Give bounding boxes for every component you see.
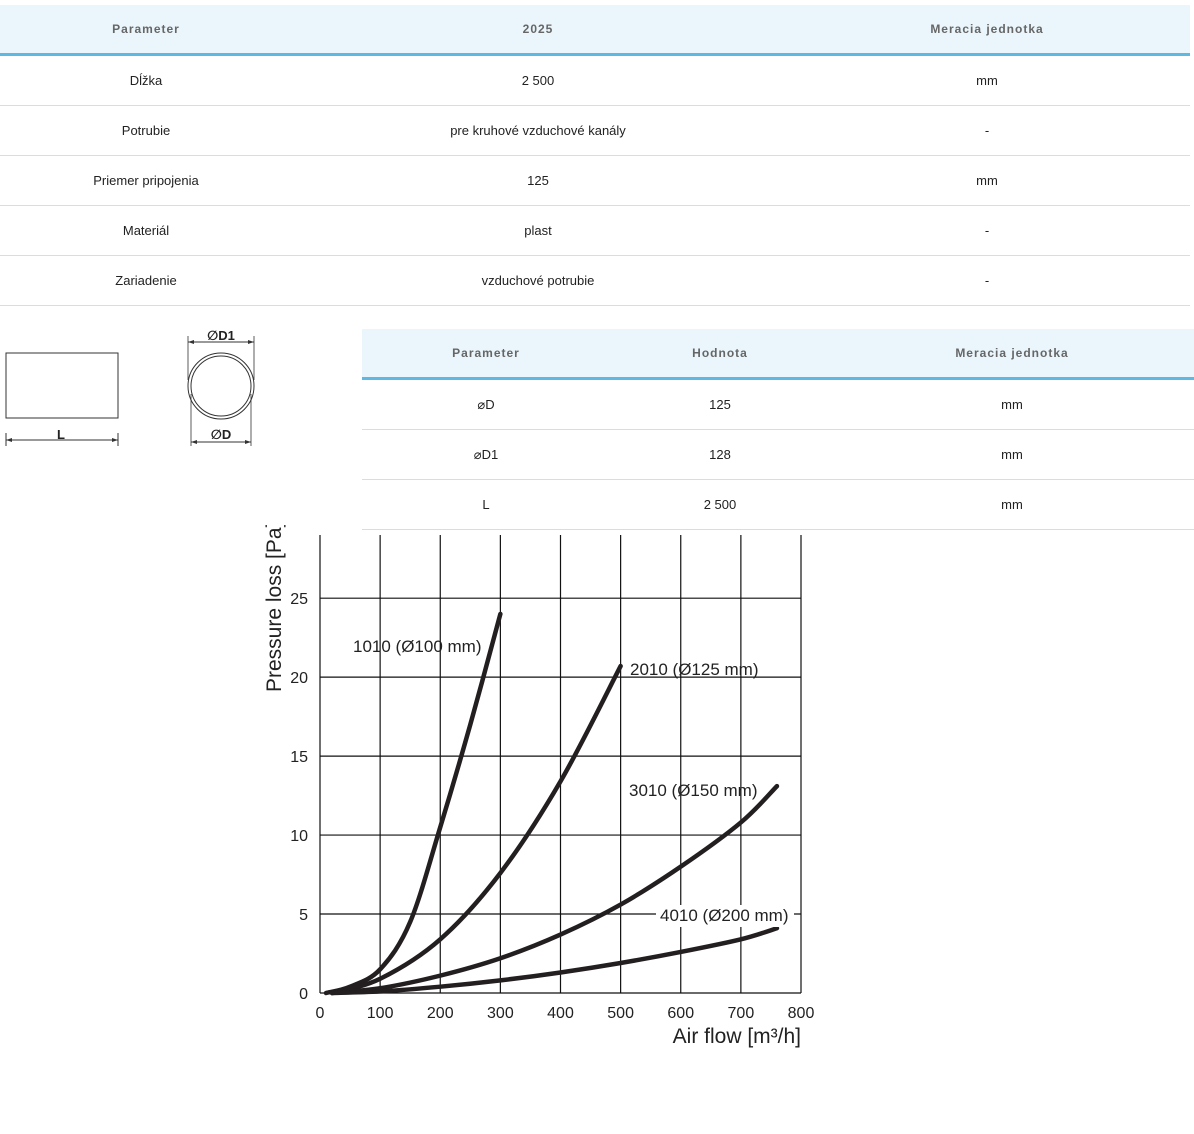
x-tick-label: 600	[667, 1005, 694, 1022]
x-tick-label: 300	[487, 1005, 514, 1022]
series-label-2: 2010 (Ø125 mm)	[630, 660, 759, 679]
column-header-parameter: Parameter	[0, 5, 292, 56]
chart-tick-labels: 0 100 200 300 400 500 600 700 800 0 5 10 15 20 25	[290, 591, 814, 1022]
duct-side-view	[5, 352, 119, 419]
spec-table: Parameter 2025 Meracia jednotka Dĺžka 2 …	[0, 5, 1190, 306]
x-tick-label: 500	[607, 1005, 634, 1022]
arrow-right-icon	[112, 438, 118, 442]
series-label-background	[656, 905, 794, 927]
table-cell: -	[784, 105, 1190, 156]
y-axis-label: Pressure loss [Pa]	[263, 525, 286, 692]
x-tick-label: 700	[728, 1005, 755, 1022]
series-label-3: 3010 (Ø150 mm)	[629, 781, 758, 800]
duct-outer-circle	[187, 352, 255, 420]
chart-series	[323, 611, 780, 996]
table-cell: -	[784, 255, 1190, 306]
x-tick-label: 100	[367, 1005, 394, 1022]
x-axis-label: Air flow [m³/h]	[673, 1025, 801, 1048]
series-line-3	[329, 783, 780, 996]
table-cell: 128	[610, 429, 830, 480]
column-header-unit: Meracia jednotka	[830, 329, 1194, 380]
arrow-left-icon	[6, 438, 12, 442]
table-row: Priemer pripojenia 125 mm	[0, 155, 1190, 206]
table-cell: 2 500	[292, 54, 784, 106]
table-cell: 125	[292, 155, 784, 206]
pressure-loss-chart: 0 100 200 300 400 500 600 700 800 0 5 10 15 20 25 1010…	[263, 525, 814, 1048]
y-tick-label: 20	[290, 670, 308, 687]
y-tick-label: 10	[290, 828, 308, 845]
series-label-1: 1010 (Ø100 mm)	[353, 637, 482, 656]
x-tick-label: 800	[788, 1005, 815, 1022]
arrow-right-icon	[248, 340, 254, 344]
series-line-4	[329, 925, 780, 996]
series-label-4: 4010 (Ø200 mm)	[660, 906, 789, 925]
dimension-drawing: L ∅D1 ∅D	[5, 328, 255, 446]
y-tick-label: 15	[290, 749, 308, 766]
table-cell: ⌀D1	[362, 429, 610, 480]
arrow-left-icon	[188, 340, 194, 344]
table-cell: Materiál	[0, 205, 292, 256]
dimension-table: Parameter Hodnota Meracia jednotka ⌀D 12…	[362, 329, 1194, 530]
table-cell: Dĺžka	[0, 54, 292, 106]
y-tick-label: 0	[299, 986, 308, 1003]
arrow-right-icon	[245, 440, 251, 444]
dimension-table-header: Parameter Hodnota Meracia jednotka	[362, 329, 1194, 380]
table-row: Zariadenie vzduchové potrubie -	[0, 255, 1190, 306]
table-row: ⌀D 125 mm	[362, 378, 1194, 430]
duct-inner-circle	[190, 355, 252, 417]
table-row: Potrubie pre kruhové vzduchové kanály -	[0, 105, 1190, 156]
series-line-2	[329, 663, 623, 996]
table-cell: 125	[610, 378, 830, 430]
table-cell: ⌀D	[362, 378, 610, 430]
arrow-left-icon	[191, 440, 197, 444]
table-row: Dĺžka 2 500 mm	[0, 54, 1190, 106]
column-header-parameter: Parameter	[362, 329, 610, 380]
column-header-value: 2025	[292, 5, 784, 56]
table-cell: L	[362, 479, 610, 530]
chart-grid	[319, 535, 802, 994]
table-cell: plast	[292, 205, 784, 256]
x-tick-label: 200	[427, 1005, 454, 1022]
table-cell: Priemer pripojenia	[0, 155, 292, 206]
table-cell: Zariadenie	[0, 255, 292, 306]
table-cell: vzduchové potrubie	[292, 255, 784, 306]
table-cell: pre kruhové vzduchové kanály	[292, 105, 784, 156]
y-tick-label: 25	[290, 591, 308, 608]
column-header-unit: Meracia jednotka	[784, 5, 1190, 56]
table-cell: mm	[784, 155, 1190, 206]
column-header-value: Hodnota	[610, 329, 830, 380]
table-cell: 2 500	[610, 479, 830, 530]
y-tick-label: 5	[299, 907, 308, 924]
length-label: L	[57, 427, 65, 442]
spec-table-header: Parameter 2025 Meracia jednotka	[0, 5, 1190, 56]
x-tick-label: 0	[316, 1005, 325, 1022]
table-cell: mm	[830, 378, 1194, 430]
table-row: Materiál plast -	[0, 205, 1190, 256]
series-line-1	[323, 611, 503, 996]
table-row: L 2 500 mm	[362, 479, 1194, 530]
inner-diameter-label: ∅D	[211, 427, 232, 442]
table-cell: mm	[784, 54, 1190, 106]
chart-series-labels: 1010 (Ø100 mm) 2010 (Ø125 mm) 3010 (Ø150 m…	[353, 637, 794, 927]
table-cell: mm	[830, 429, 1194, 480]
table-cell: mm	[830, 479, 1194, 530]
table-cell: -	[784, 205, 1190, 256]
table-cell: Potrubie	[0, 105, 292, 156]
outer-diameter-label: ∅D1	[207, 328, 235, 343]
table-row: ⌀D1 128 mm	[362, 429, 1194, 480]
x-tick-label: 400	[547, 1005, 574, 1022]
